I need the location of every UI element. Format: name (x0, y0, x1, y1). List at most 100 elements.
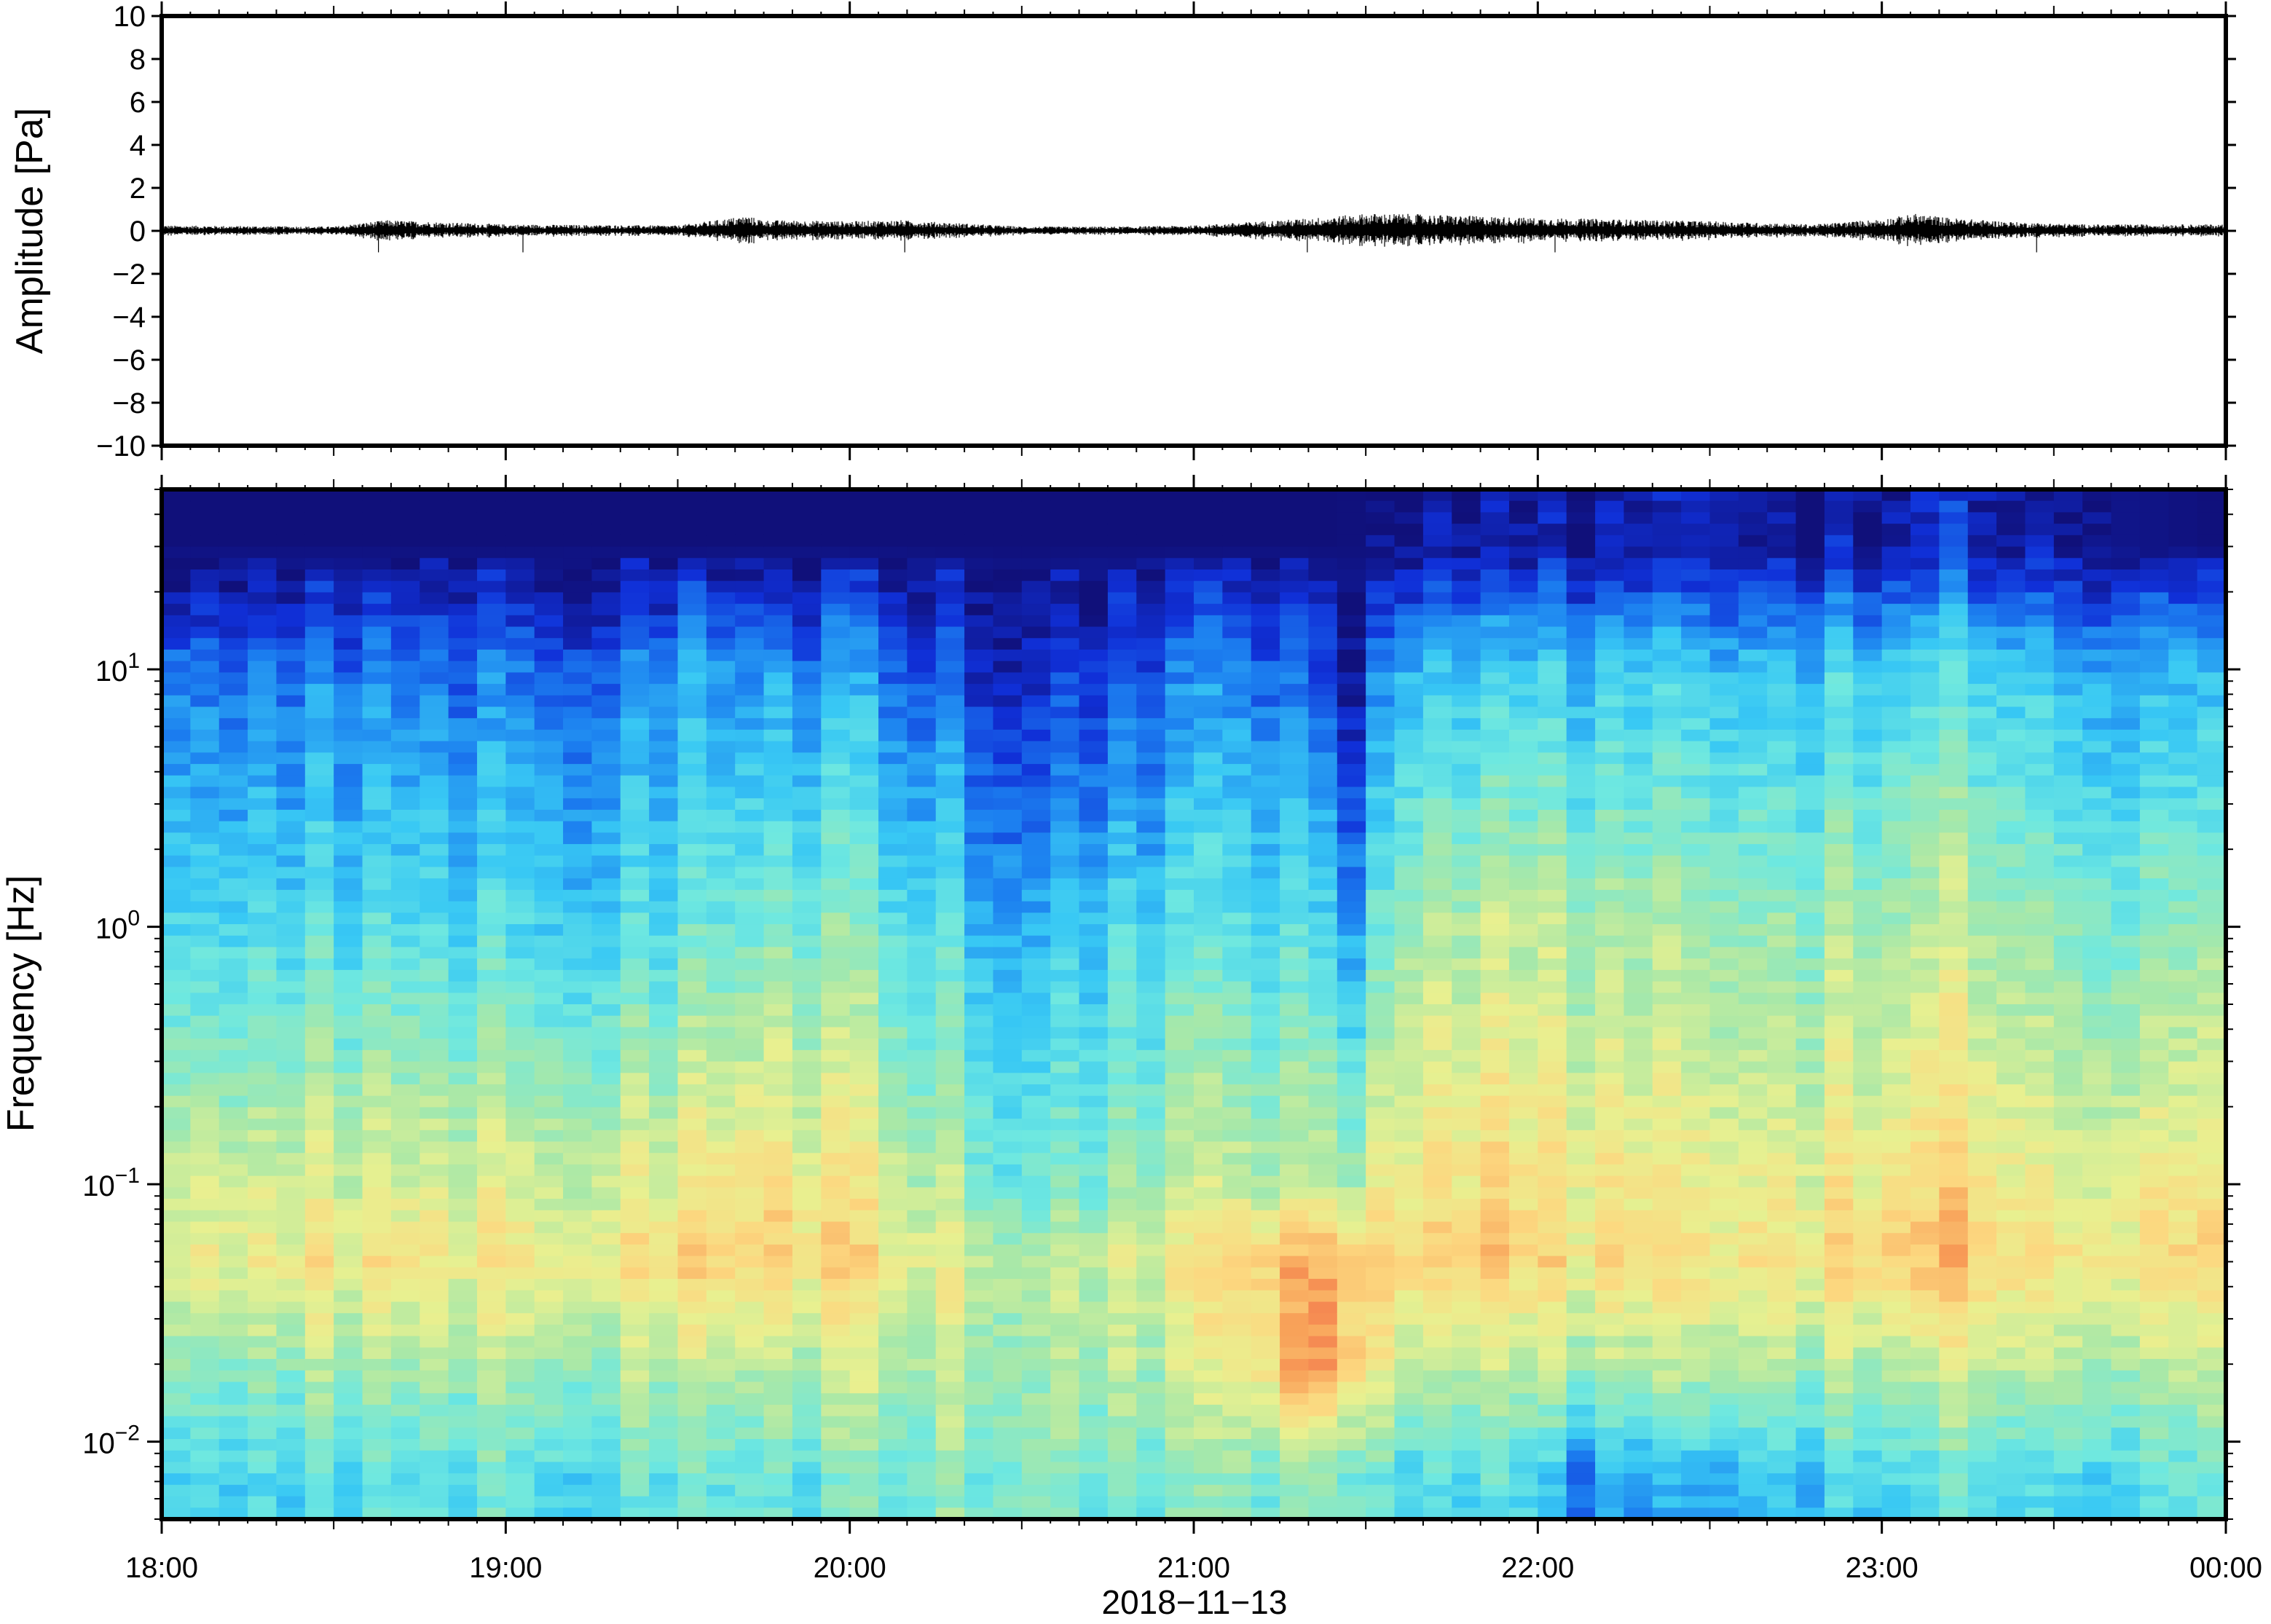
spectrogram-cell (1623, 524, 1653, 536)
spectrogram-cell (1337, 1324, 1366, 1337)
spectrogram-cell (1508, 947, 1539, 959)
spectrogram-cell (1050, 1187, 1080, 1199)
spectrogram-cell (1538, 672, 1567, 685)
spectrogram-cell (763, 1015, 793, 1028)
spectrogram-cell (1595, 1038, 1625, 1051)
spectrogram-cell (1566, 569, 1596, 582)
spectrogram-cell (219, 867, 248, 879)
spectrogram-cell (1021, 878, 1051, 891)
spectrogram-cell (591, 546, 621, 559)
spectrogram-cell (334, 775, 363, 788)
spectrogram-cell (964, 558, 994, 570)
spectrogram-cell (1508, 1038, 1539, 1051)
spectrogram-cell (1337, 1038, 1366, 1051)
spectrogram-cell (1308, 1221, 1338, 1234)
spectrogram-cell (534, 867, 564, 879)
spectrogram-cell (1623, 1450, 1653, 1463)
spectrogram-cell (534, 878, 564, 891)
spectrogram-cell (964, 1279, 994, 1291)
spectrogram-cell (1623, 546, 1653, 559)
spectrogram-cell (821, 672, 851, 685)
spectrogram-cell (706, 809, 736, 822)
spectrogram-cell (1222, 901, 1252, 914)
spectrogram-cell (591, 1279, 621, 1291)
spectrogram-cell (390, 1267, 421, 1280)
spectrogram-cell (620, 535, 650, 548)
spectrogram-cell (505, 1164, 535, 1177)
spectrogram-cell (219, 1119, 248, 1131)
spectrogram-cell (735, 1141, 765, 1154)
spectrogram-cell (878, 1164, 908, 1177)
spectrogram-cell (1194, 1244, 1224, 1257)
spectrogram-cell (1595, 832, 1625, 845)
spectrogram-cell (763, 706, 793, 720)
spectrogram-cell (1394, 1267, 1424, 1280)
spectrogram-cell (219, 787, 248, 799)
spectrogram-cell (763, 695, 793, 708)
spectrogram-cell (563, 1210, 593, 1223)
spectrogram-cell (534, 1130, 564, 1143)
spectrogram-cell (1538, 752, 1567, 765)
spectrogram-cell (476, 672, 507, 685)
spectrogram-cell (362, 1279, 392, 1291)
spectrogram-cell (248, 524, 278, 536)
spectrogram-cell (162, 524, 192, 536)
spectrogram-cell (964, 1484, 994, 1497)
spectrogram-cell (1308, 1049, 1338, 1063)
spectrogram-cell (1681, 912, 1711, 925)
spectrogram-cell (248, 1416, 278, 1429)
spectrogram-cell (821, 626, 851, 639)
spectrogram-cell (1366, 1404, 1396, 1417)
spectrogram-cell (1222, 706, 1252, 720)
spectrogram-cell (1251, 1347, 1280, 1360)
spectrogram-cell (1452, 569, 1481, 582)
spectrogram-cell (1394, 844, 1424, 856)
spectrogram-cell (190, 695, 220, 708)
spectrogram-cell (162, 1061, 192, 1074)
spectrogram-cell (821, 901, 851, 914)
waveform-x-ticks (160, 1, 2227, 460)
spectrogram-cell (792, 981, 822, 994)
spectrogram-cell (448, 1473, 478, 1486)
spectrogram-cell (792, 524, 822, 536)
spectrogram-cell (219, 775, 248, 788)
spectrogram-cell (1194, 878, 1224, 891)
spectrogram-cell (1337, 1473, 1366, 1486)
spectrogram-cell (878, 889, 908, 902)
spectrogram-cell (1366, 1439, 1396, 1451)
spectrogram-cell (362, 889, 392, 902)
spectrogram-cell (276, 1244, 306, 1257)
spectrogram-cell (304, 1290, 334, 1303)
spectrogram-cell (304, 626, 334, 639)
spectrogram-cell (1452, 1049, 1481, 1063)
spectrogram-cell (964, 1370, 994, 1383)
spectrogram-cell (162, 592, 192, 604)
spectrogram-cell (735, 1381, 765, 1394)
spectrogram-cell (304, 1473, 334, 1486)
spectrogram-cell (534, 1439, 564, 1451)
spectrogram-cell (1194, 672, 1224, 685)
spectrogram-cell (1021, 1427, 1051, 1440)
spectrogram-cell (1021, 1404, 1051, 1417)
spectrogram-cell (849, 1038, 879, 1051)
spectrogram-cell (476, 1313, 507, 1325)
spectrogram-cell (1452, 1210, 1481, 1223)
spectrogram-cell (821, 1404, 851, 1417)
spectrogram-cell (964, 661, 994, 674)
spectrogram-cell (1021, 1507, 1051, 1520)
spectrogram-cell (1623, 1210, 1653, 1223)
spectrogram-cell (993, 1153, 1023, 1165)
spectrogram-cell (1050, 935, 1080, 948)
spectrogram-cell (190, 855, 220, 868)
spectrogram-cell (1107, 1370, 1138, 1383)
spectrogram-cell (1366, 741, 1396, 754)
spectrogram-cell (1366, 1164, 1396, 1177)
spectrogram-cell (907, 661, 937, 674)
spectrogram-cell (476, 1119, 507, 1131)
spectrogram-cell (162, 500, 192, 513)
spectrogram-cell (1566, 1484, 1596, 1497)
spectrogram-cell (334, 947, 363, 959)
spectrogram-cell (505, 1462, 535, 1474)
spectrogram-cell (563, 535, 593, 548)
spectrogram-cell (563, 706, 593, 720)
